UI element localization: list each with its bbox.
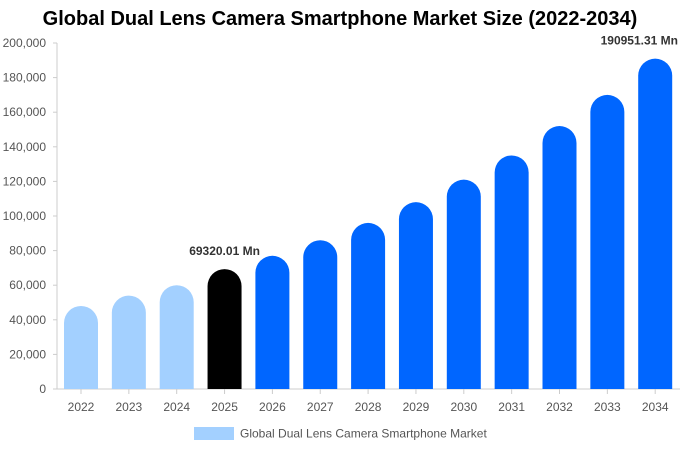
y-tick-label: 160,000 — [3, 105, 47, 119]
bar-2030[interactable] — [446, 179, 481, 389]
x-tick-label: 2027 — [307, 400, 334, 414]
bar-2034[interactable] — [638, 58, 673, 389]
x-tick-label: 2028 — [355, 400, 382, 414]
bar-2024[interactable] — [159, 285, 194, 389]
bar-2029[interactable] — [398, 202, 433, 389]
legend-swatch — [194, 427, 234, 440]
x-tick-label: 2030 — [450, 400, 477, 414]
data-labels-group: 69320.01 Mn 190951.31 Mn — [189, 34, 678, 258]
y-tick-label: 100,000 — [3, 209, 47, 223]
y-tick-label: 200,000 — [3, 36, 47, 50]
bar-2027[interactable] — [303, 240, 338, 389]
bar-2025[interactable] — [207, 269, 242, 389]
y-tick-label: 120,000 — [3, 174, 47, 188]
chart-title: Global Dual Lens Camera Smartphone Marke… — [42, 8, 638, 30]
x-tick-label: 2023 — [115, 400, 142, 414]
x-tick-label: 2025 — [211, 400, 238, 414]
bar-2032[interactable] — [542, 126, 577, 390]
x-tick-label: 2026 — [259, 400, 286, 414]
x-tick-label: 2033 — [594, 400, 621, 414]
legend[interactable]: Global Dual Lens Camera Smartphone Marke… — [194, 427, 487, 441]
y-tick-label: 180,000 — [3, 71, 47, 85]
bar-2026[interactable] — [255, 255, 290, 389]
y-tick-label: 0 — [39, 382, 46, 396]
bar-2022[interactable] — [64, 305, 98, 389]
x-axis: 2022 2023 2024 2025 2026 2027 2028 2029 2030 2031… — [57, 388, 680, 414]
bar-2033[interactable] — [590, 94, 625, 390]
x-tick-label: 2032 — [546, 400, 573, 414]
x-tick-label: 2031 — [498, 400, 525, 414]
y-tick-label: 60,000 — [9, 278, 46, 292]
bars-group — [64, 58, 673, 390]
y-axis: 0 20,000 40,000 60,000 80,000 100,000 120,000 1… — [3, 36, 58, 396]
bar-2028[interactable] — [351, 222, 386, 389]
data-label-2034: 190951.31 Mn — [601, 34, 678, 48]
y-tick-label: 20,000 — [9, 347, 46, 361]
y-tick-label: 40,000 — [9, 313, 46, 327]
x-tick-label: 2024 — [163, 400, 190, 414]
bar-2031[interactable] — [494, 155, 529, 389]
x-tick-label: 2029 — [403, 400, 430, 414]
data-label-2025: 69320.01 Mn — [189, 244, 260, 258]
y-tick-label: 140,000 — [3, 140, 47, 154]
legend-label: Global Dual Lens Camera Smartphone Marke… — [240, 427, 487, 441]
x-tick-label: 2034 — [642, 400, 669, 414]
bar-2023[interactable] — [111, 295, 146, 389]
y-tick-label: 80,000 — [9, 244, 46, 258]
x-tick-label: 2022 — [68, 400, 95, 414]
